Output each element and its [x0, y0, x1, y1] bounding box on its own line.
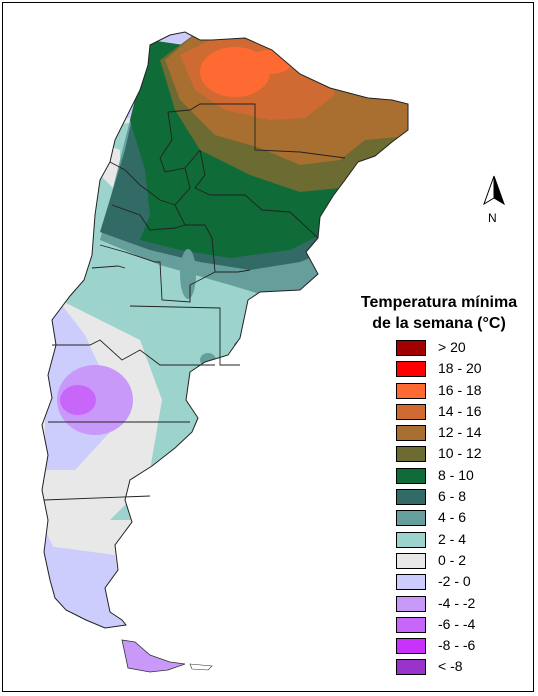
legend-label: 14 - 16	[438, 402, 482, 419]
legend-label: 2 - 4	[438, 530, 467, 547]
legend-label: 18 - 20	[438, 360, 482, 377]
tierra-del-fuego	[121, 639, 186, 673]
legend-label: 6 - 8	[438, 488, 467, 505]
legend-label: 0 - 2	[438, 551, 467, 568]
legend-swatch	[396, 489, 426, 506]
legend-swatch	[396, 659, 426, 676]
north-arrow-icon	[483, 175, 505, 206]
zone-4-6-patch	[234, 337, 290, 353]
legend-label: -6 - -4	[438, 615, 476, 632]
legend-label: -2 - 0	[438, 573, 471, 590]
island-shape	[189, 663, 213, 671]
legend-swatch	[396, 638, 426, 655]
zone-neg6-neg4	[60, 385, 96, 415]
zone-4-6-patch-c	[180, 249, 196, 299]
legend-swatch	[396, 510, 426, 527]
legend-swatch	[396, 552, 426, 569]
legend-swatch	[396, 616, 426, 633]
legend-swatch	[396, 467, 426, 484]
zone-neg2-0-south	[42, 545, 125, 628]
legend-swatch	[396, 340, 426, 356]
legend-swatch	[396, 403, 426, 420]
legend-label: < -8	[438, 658, 463, 675]
legend-swatch	[396, 595, 426, 612]
legend-label: 16 - 18	[438, 381, 482, 398]
legend-swatch	[396, 531, 426, 548]
legend-title: Temperatura mínima de la semana (°C)	[346, 292, 532, 334]
legend-label: -8 - -6	[438, 637, 476, 654]
legend-label: -4 - -2	[438, 594, 476, 611]
legend-label: > 20	[438, 339, 466, 355]
legend-swatch	[396, 425, 426, 442]
legend-swatch	[396, 446, 426, 463]
legend-label: 8 - 10	[438, 466, 474, 483]
legend-swatch	[396, 361, 426, 378]
legend-label: 10 - 12	[438, 445, 482, 462]
legend-label: 12 - 14	[438, 424, 482, 441]
legend-swatch	[396, 382, 426, 399]
legend-label: 4 - 6	[438, 509, 467, 526]
north-label: N	[488, 211, 497, 225]
legend-swatch	[396, 574, 426, 591]
legend-title-line2: de la semana (°C)	[372, 315, 506, 332]
legend-title-line1: Temperatura mínima	[360, 294, 518, 311]
province-borders	[43, 103, 346, 501]
